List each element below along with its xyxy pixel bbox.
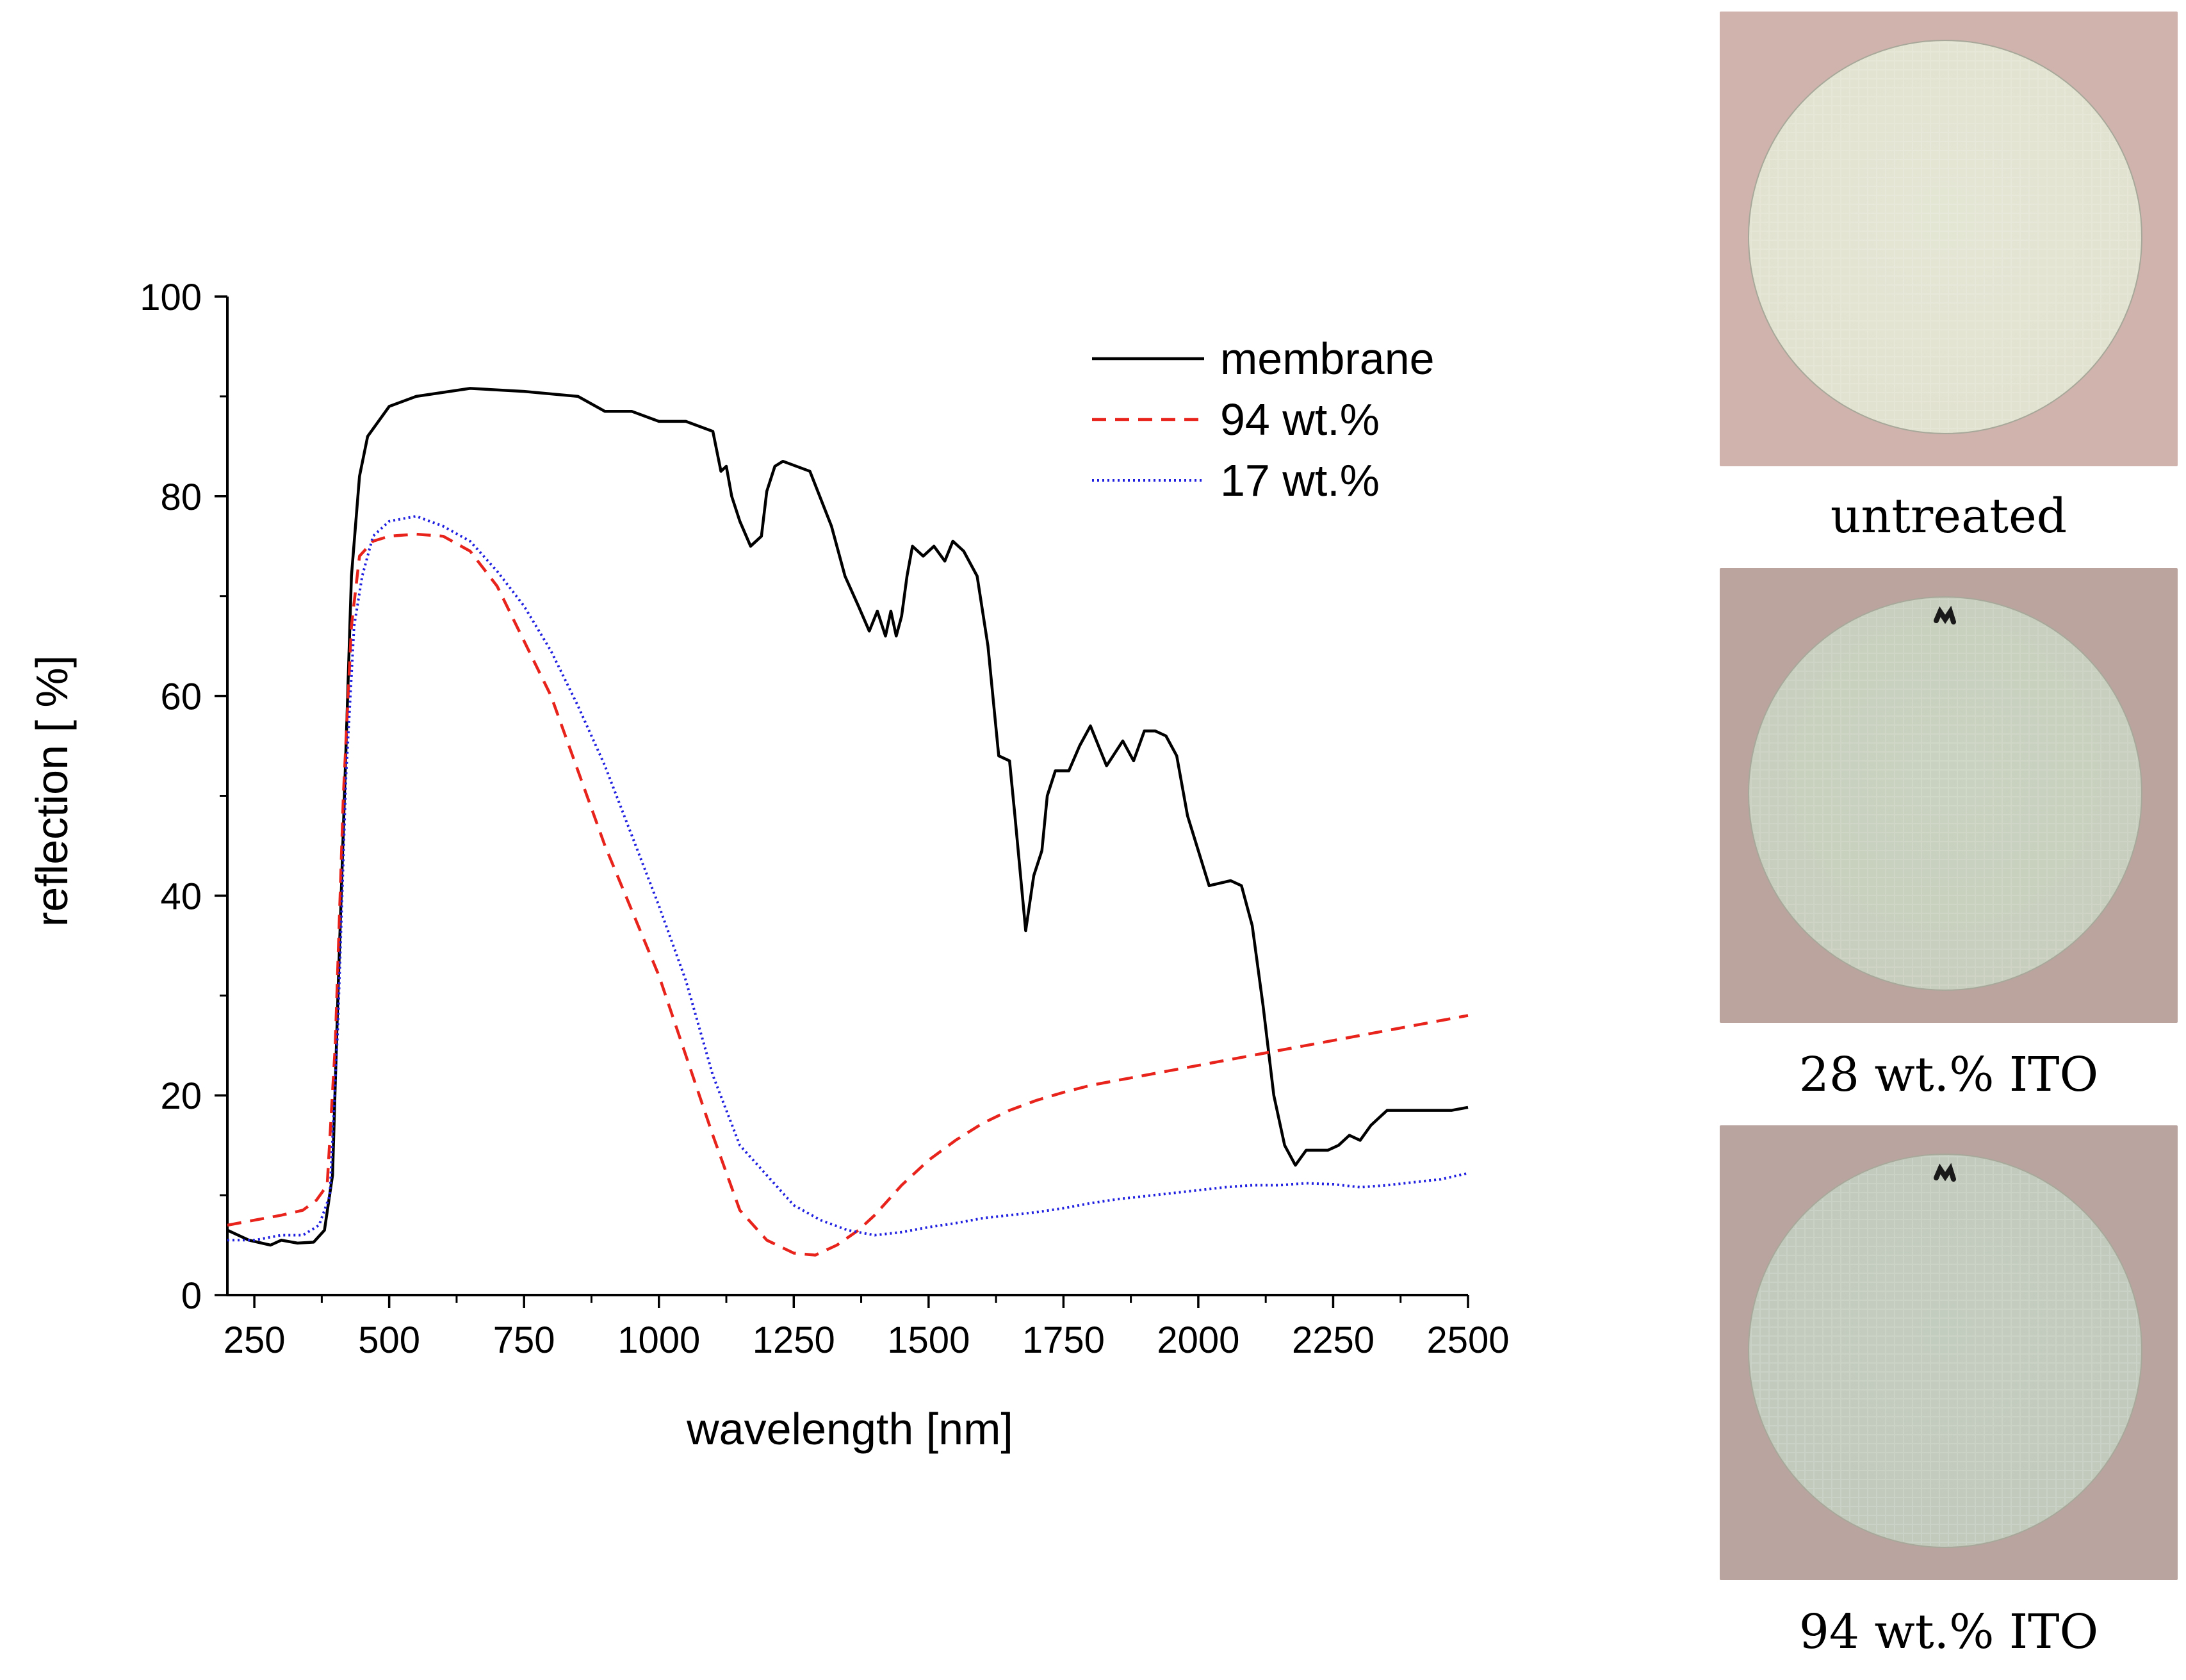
x-tick-label: 1750 bbox=[1022, 1319, 1105, 1361]
x-tick-label: 750 bbox=[493, 1319, 555, 1361]
reflection-chart: 250 500 750 1000 1250 1500 1750 2000 2250 2500 0 20… bbox=[27, 277, 1510, 1454]
sample-photo-image bbox=[1720, 12, 2178, 466]
x-tick-label: 2250 bbox=[1292, 1319, 1374, 1361]
photo-caption-untreated: untreated bbox=[1830, 489, 2068, 544]
photo-94-wt-ito bbox=[1720, 1125, 2178, 1580]
chart-ticks: 250 500 750 1000 1250 1500 1750 2000 2250 2500 0 20… bbox=[140, 277, 1509, 1361]
sample-photo-image bbox=[1720, 1125, 2178, 1580]
legend-label: membrane bbox=[1220, 334, 1435, 384]
chart-axes bbox=[226, 297, 1468, 1296]
y-tick-label: 40 bbox=[160, 876, 202, 917]
x-tick-label: 500 bbox=[358, 1319, 420, 1361]
chart-legend: membrane 94 wt.% 17 wt.% bbox=[1092, 334, 1435, 505]
legend-label: 94 wt.% bbox=[1220, 395, 1380, 444]
photo-untreated bbox=[1720, 12, 2178, 466]
series-line-membrane bbox=[227, 387, 1469, 1247]
legend-label: 17 wt.% bbox=[1220, 455, 1380, 505]
y-tick-label: 0 bbox=[181, 1275, 202, 1317]
x-tick-label: 1250 bbox=[753, 1319, 835, 1361]
x-tick-label: 1500 bbox=[887, 1319, 970, 1361]
photo-caption-94-wt-ito: 94 wt.% ITO bbox=[1799, 1604, 2099, 1660]
x-tick-label: 2500 bbox=[1426, 1319, 1509, 1361]
y-tick-label: 60 bbox=[160, 676, 202, 718]
series-line-17-wt- bbox=[227, 515, 1469, 1242]
y-axis-label: reflection [ %] bbox=[27, 655, 77, 927]
y-tick-label: 80 bbox=[160, 477, 202, 518]
series-line-94-wt- bbox=[227, 532, 1469, 1257]
x-axis-label: wavelength [nm] bbox=[686, 1404, 1013, 1454]
photo-caption-28-wt-ito: 28 wt.% ITO bbox=[1799, 1047, 2099, 1102]
y-tick-label: 100 bbox=[140, 277, 202, 318]
x-tick-label: 250 bbox=[224, 1319, 286, 1361]
photo-28-wt-ito bbox=[1720, 568, 2178, 1023]
y-tick-label: 20 bbox=[160, 1075, 202, 1117]
sample-photo-image bbox=[1720, 568, 2178, 1023]
x-tick-label: 2000 bbox=[1157, 1319, 1239, 1361]
x-tick-label: 1000 bbox=[617, 1319, 700, 1361]
chart-series bbox=[227, 387, 1469, 1257]
